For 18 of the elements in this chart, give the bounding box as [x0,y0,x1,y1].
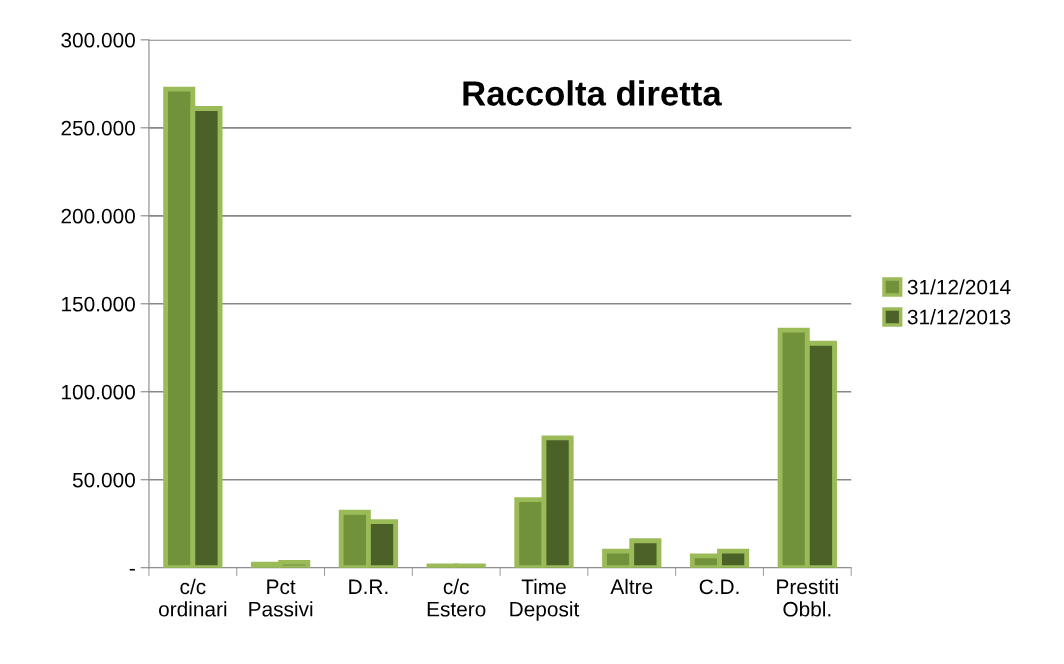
y-tick-label: - [129,568,135,571]
y-tick-label: 250.000 [61,120,135,136]
y-tick-label: 200.000 [61,208,135,224]
x-tick-label: c/c Estero [427,578,486,617]
y-tick-label: 300.000 [61,32,135,48]
x-tick-label: c/c ordinari [158,578,227,617]
y-tick-label: 100.000 [62,384,135,400]
x-tick-label: Pct Passivi [249,579,313,617]
y-tick-label: 50.000 [72,472,135,488]
x-tick-label: D.R. [349,579,388,594]
x-tick-label: C.D. [699,579,739,595]
x-tick-label: Altre [610,578,653,595]
text: Raccolta diretta [463,80,722,106]
legend-label: 31/12/2014 [907,279,1011,295]
x-tick-label: Time Deposit [510,578,580,621]
y-tick-label: 150.000 [62,296,135,312]
legend-label: 31/12/2013 [907,309,1011,325]
x-tick-label: Prestiti Obbl. [777,578,838,617]
